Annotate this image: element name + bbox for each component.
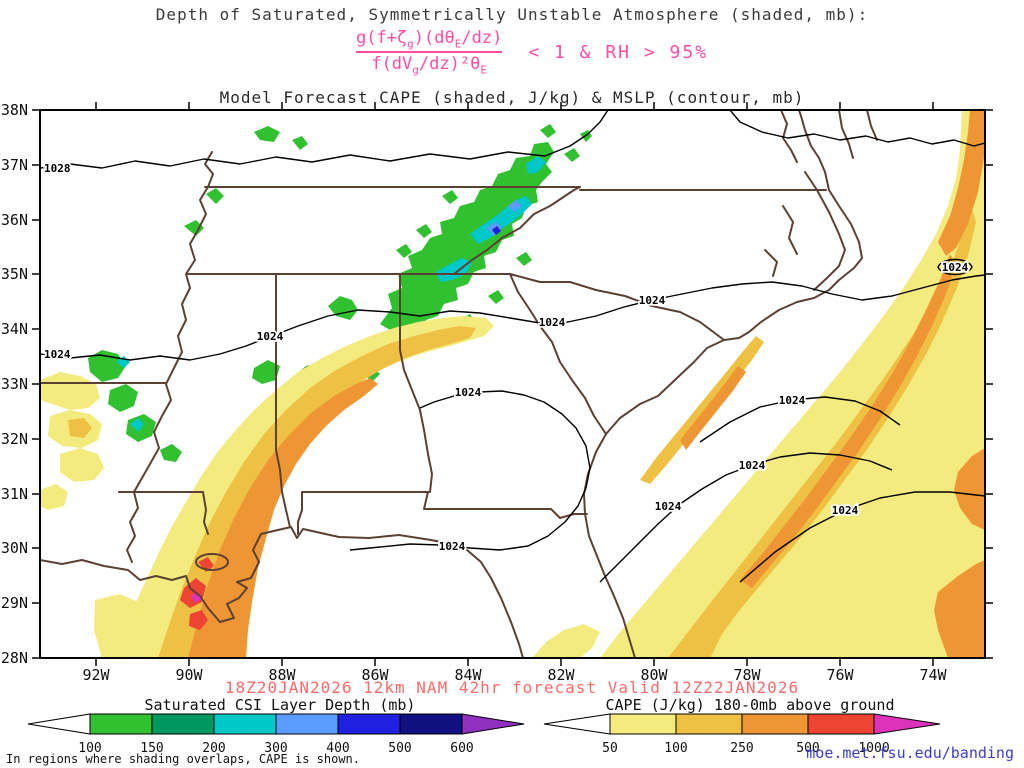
csi-colorbar-segment bbox=[399, 713, 463, 735]
cape-colorbar-label: 50 bbox=[602, 741, 618, 756]
contour-1028 bbox=[40, 110, 609, 169]
cape-colorbar: 50 100 250 500 1000 bbox=[543, 713, 941, 756]
lat-label: 37N bbox=[1, 156, 28, 174]
formula-condition: < 1 & RH > 95% bbox=[528, 41, 709, 63]
state-borders-path bbox=[40, 151, 827, 563]
cape-shading-group bbox=[40, 110, 985, 658]
contour-label: 1024 bbox=[257, 330, 284, 343]
contour-label: 1024 bbox=[539, 316, 566, 329]
cape-colorbar-label: 1000 bbox=[858, 741, 889, 756]
csi-colorbar-label: 300 bbox=[264, 741, 287, 756]
contour-1024-atl-a bbox=[599, 452, 893, 583]
valid-time-line: 18Z20JAN2026 12km NAM 42hr forecast Vali… bbox=[224, 678, 800, 697]
lat-label: 36N bbox=[1, 211, 28, 229]
lon-label: 90W bbox=[175, 666, 203, 680]
lat-label: 34N bbox=[1, 320, 28, 338]
formula-numerator: g(f+ζg)(dθE/dz) bbox=[355, 28, 503, 51]
csi-colorbar-segment bbox=[89, 713, 153, 735]
chesapeake-shorelines bbox=[780, 110, 878, 163]
csi-colorbar-label: 150 bbox=[140, 741, 163, 756]
contour-label: 1024 bbox=[439, 540, 466, 553]
lon-axis: 92W 90W 88W 86W 84W 82W 80W 78W 76W 74W bbox=[82, 666, 947, 680]
coastline-group bbox=[40, 110, 878, 658]
lon-label: 78W bbox=[733, 666, 761, 680]
csi-colorbar-segment bbox=[151, 713, 215, 735]
lat-label: 32N bbox=[1, 430, 28, 448]
cape-colorbar-label: 500 bbox=[796, 741, 819, 756]
cape-colorbar-arrow-high bbox=[873, 713, 941, 735]
lat-label: 38N bbox=[1, 101, 28, 119]
formula-fraction: g(f+ζg)(dθE/dz) f(dVg/dz)²θE bbox=[355, 28, 503, 77]
cape-colorbar-arrow-low bbox=[543, 713, 611, 735]
lat-label: 35N bbox=[1, 265, 28, 283]
csi-colorbar-label: 400 bbox=[326, 741, 349, 756]
sub-title: Model Forecast CAPE (shaded, J/kg) & MSL… bbox=[219, 88, 805, 107]
lon-label: 82W bbox=[547, 666, 575, 680]
lat-label: 33N bbox=[1, 375, 28, 393]
formula-denominator: f(dVg/dz)²θE bbox=[371, 54, 487, 77]
contour-label: 1024 bbox=[739, 459, 766, 472]
site-credit-link[interactable]: moe.met.fsu.edu/banding bbox=[806, 744, 1014, 762]
csi-colorbar-title: Saturated CSI Layer Depth (mb) bbox=[144, 696, 416, 714]
csi-colorbar-segment bbox=[213, 713, 277, 735]
contour-label: 1024 bbox=[639, 294, 666, 307]
lon-label: 86W bbox=[361, 666, 389, 680]
atlantic-coastline bbox=[583, 110, 863, 658]
csi-colorbar-arrow-low bbox=[27, 713, 91, 735]
contour-label: 1024 bbox=[455, 386, 482, 399]
axis-ticks bbox=[32, 102, 993, 666]
lon-label: 76W bbox=[826, 666, 854, 680]
contour-1024-main bbox=[40, 274, 985, 361]
contour-1024-atl-c bbox=[739, 491, 985, 583]
csi-colorbar-label: 100 bbox=[78, 741, 101, 756]
cape-colorbar-segment bbox=[675, 713, 743, 735]
contour-label: 1024 bbox=[779, 394, 806, 407]
lat-label: 31N bbox=[1, 485, 28, 503]
lon-label: 74W bbox=[919, 666, 947, 680]
csi-colorbar-label: 600 bbox=[450, 741, 473, 756]
map-canvas: 1028 1024 1024 1024 1024 1024 1024 1024 … bbox=[1, 101, 993, 680]
contour-label: 1024 bbox=[832, 504, 859, 517]
contour-1024-ga-loop bbox=[349, 390, 591, 551]
cape-colorbar-label: 100 bbox=[664, 741, 687, 756]
csi-colorbar-segment bbox=[337, 713, 401, 735]
page-title: Depth of Saturated, Symmetrically Unstab… bbox=[155, 5, 869, 24]
lat-label: 30N bbox=[1, 539, 28, 557]
contour-label: 1028 bbox=[44, 162, 71, 175]
cape-colorbar-label: 250 bbox=[730, 741, 753, 756]
csi-colorbar: 100 150 200 300 400 500 600 bbox=[27, 713, 525, 756]
contour-label-group: 1028 1024 1024 1024 1024 1024 1024 1024 … bbox=[42, 160, 970, 555]
fraction-bar bbox=[355, 51, 503, 54]
lon-label: 84W bbox=[454, 666, 482, 680]
lon-label: 88W bbox=[268, 666, 296, 680]
lon-label: 92W bbox=[82, 666, 110, 680]
contour-1024-small-loop bbox=[937, 258, 973, 276]
csi-colorbar-arrow-high bbox=[461, 713, 525, 735]
cape-colorbar-segment bbox=[741, 713, 809, 735]
sound-shorelines bbox=[764, 171, 846, 291]
contour-label: 1024 bbox=[44, 348, 71, 361]
lake-pontchartrain bbox=[195, 553, 229, 571]
gulf-coastline bbox=[40, 526, 524, 658]
contour-1024-atl-b bbox=[699, 396, 901, 443]
contour-1028-ne bbox=[729, 110, 985, 147]
csi-colorbar-label: 500 bbox=[388, 741, 411, 756]
lat-label: 28N bbox=[1, 649, 28, 667]
csi-colorbar-labels: 100 150 200 300 400 500 600 bbox=[78, 741, 473, 756]
csi-criterion-formula: g(f+ζg)(dθE/dz) f(dVg/dz)²θE < 1 & RH > … bbox=[0, 28, 1024, 77]
lat-axis: 38N 37N 36N 35N 34N 33N 32N 31N 30N 29N … bbox=[1, 101, 28, 667]
csi-colorbar-label: 200 bbox=[202, 741, 225, 756]
overlap-note: In regions where shading overlaps, CAPE … bbox=[6, 752, 361, 766]
cape-colorbar-labels: 50 100 250 500 1000 bbox=[602, 741, 889, 756]
contour-label: 1024 bbox=[655, 500, 682, 513]
cape-colorbar-segment bbox=[609, 713, 677, 735]
mslp-contour-group bbox=[40, 110, 985, 583]
lon-label: 80W bbox=[640, 666, 668, 680]
csi-colorbar-segment bbox=[275, 713, 339, 735]
cape-colorbar-segment bbox=[807, 713, 875, 735]
csi-deepblue-speck bbox=[492, 226, 501, 235]
contour-label: 1024 bbox=[942, 261, 969, 274]
lat-label: 29N bbox=[1, 594, 28, 612]
cape-colorbar-title: CAPE (J/kg) 180-0mb above ground bbox=[605, 696, 895, 714]
